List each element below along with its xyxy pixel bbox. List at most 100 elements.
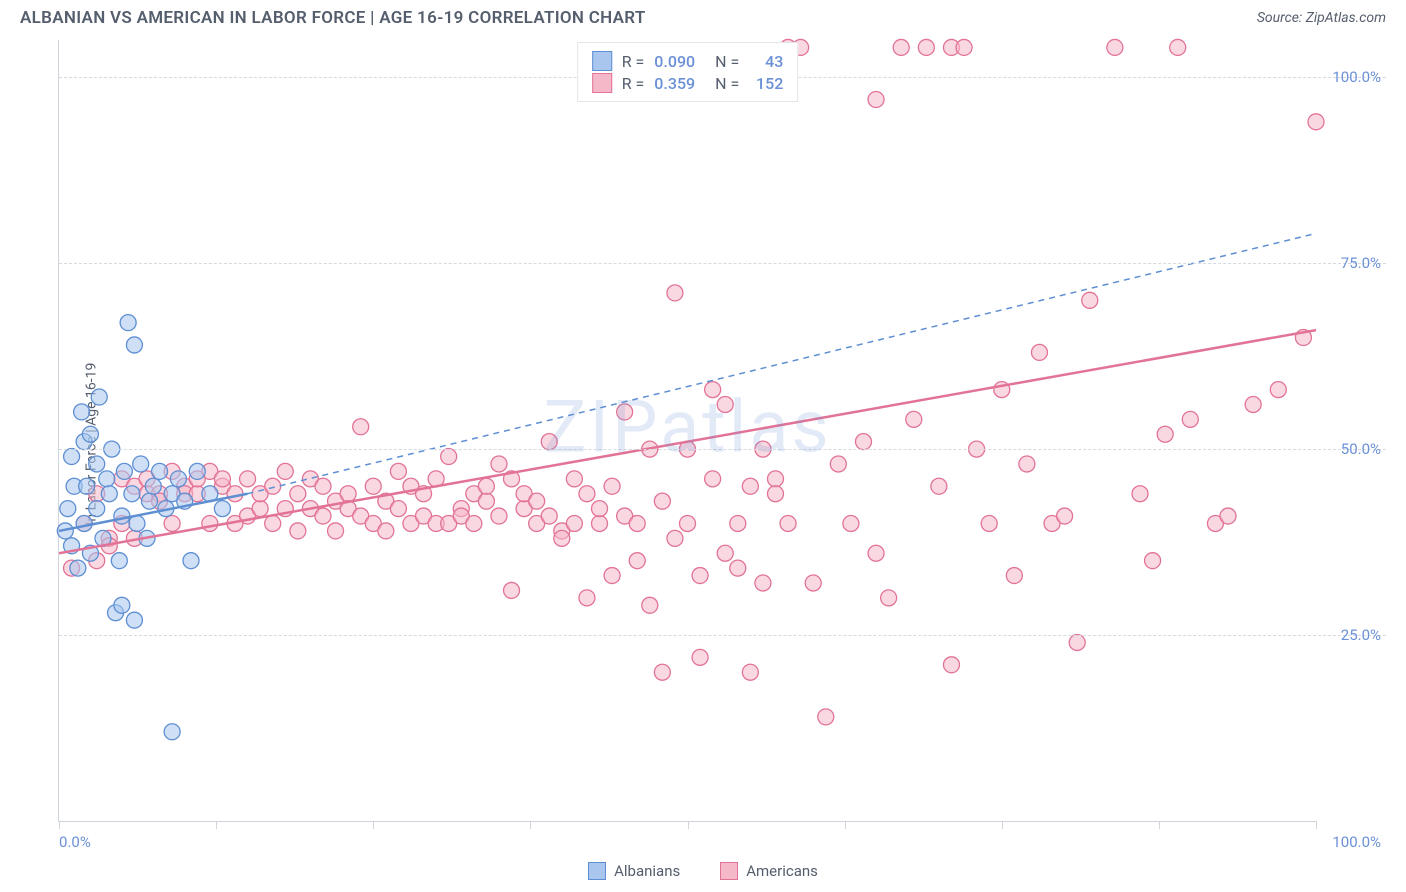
- data-point: [1132, 486, 1148, 502]
- data-point: [252, 501, 268, 517]
- x-tick: [530, 821, 531, 829]
- data-point: [604, 478, 620, 494]
- x-tick-label: 100.0%: [1332, 833, 1381, 851]
- y-tick-label: 50.0%: [1341, 440, 1381, 458]
- data-point: [76, 515, 92, 531]
- series-legend: Albanians Americans: [0, 862, 1406, 880]
- data-point: [881, 590, 897, 606]
- data-point: [541, 434, 557, 450]
- data-point: [120, 315, 136, 331]
- data-point: [124, 486, 140, 502]
- data-point: [478, 478, 494, 494]
- legend-r-label: R =: [622, 74, 645, 93]
- x-tick-label: 0.0%: [59, 833, 91, 851]
- data-point: [91, 389, 107, 405]
- data-point: [855, 434, 871, 450]
- data-point: [277, 463, 293, 479]
- y-tick-label: 25.0%: [1341, 626, 1381, 644]
- x-tick: [845, 821, 846, 829]
- source-attribution: Source: ZipAtlas.com: [1257, 10, 1386, 26]
- data-point: [82, 426, 98, 442]
- data-point: [133, 456, 149, 472]
- x-tick: [216, 821, 217, 829]
- data-point: [290, 523, 306, 539]
- data-point: [390, 501, 406, 517]
- data-point: [101, 486, 117, 502]
- data-point: [1107, 39, 1123, 55]
- gridline: [59, 449, 1386, 450]
- data-point: [1245, 396, 1261, 412]
- data-point: [202, 515, 218, 531]
- data-point: [315, 508, 331, 524]
- x-tick: [1159, 821, 1160, 829]
- data-point: [378, 523, 394, 539]
- data-point: [981, 515, 997, 531]
- legend-item: Americans: [720, 862, 818, 880]
- legend-series-name: Albanians: [614, 862, 680, 880]
- data-point: [189, 463, 205, 479]
- legend-n-value: 43: [749, 52, 783, 71]
- data-point: [504, 582, 520, 598]
- data-point: [579, 590, 595, 606]
- data-point: [290, 486, 306, 502]
- data-point: [755, 575, 771, 591]
- data-point: [767, 471, 783, 487]
- data-point: [805, 575, 821, 591]
- data-point: [592, 501, 608, 517]
- data-point: [1182, 411, 1198, 427]
- data-point: [1220, 508, 1236, 524]
- data-point: [227, 486, 243, 502]
- trend-projection: [248, 233, 1316, 493]
- data-point: [742, 664, 758, 680]
- legend-n-label: N =: [715, 52, 739, 71]
- legend-r-label: R =: [622, 52, 645, 71]
- data-point: [328, 523, 344, 539]
- chart-title: ALBANIAN VS AMERICAN IN LABOR FORCE | AG…: [20, 8, 646, 28]
- data-point: [554, 530, 570, 546]
- data-point: [931, 478, 947, 494]
- data-point: [466, 515, 482, 531]
- data-point: [566, 515, 582, 531]
- data-point: [60, 501, 76, 517]
- data-point: [742, 478, 758, 494]
- data-point: [353, 419, 369, 435]
- data-point: [315, 478, 331, 494]
- data-point: [629, 553, 645, 569]
- data-point: [214, 501, 230, 517]
- legend-swatch: [592, 51, 612, 71]
- data-point: [89, 501, 105, 517]
- data-point: [99, 471, 115, 487]
- y-tick-label: 75.0%: [1341, 254, 1381, 272]
- data-point: [170, 471, 186, 487]
- data-point: [1069, 634, 1085, 650]
- data-point: [629, 515, 645, 531]
- x-tick: [688, 821, 689, 829]
- gridline: [59, 635, 1386, 636]
- data-point: [529, 493, 545, 509]
- legend-series-name: Americans: [746, 862, 818, 880]
- x-tick: [1316, 821, 1317, 829]
- data-point: [1006, 568, 1022, 584]
- data-point: [1308, 114, 1324, 130]
- legend-n-value: 152: [749, 74, 783, 93]
- data-point: [918, 39, 934, 55]
- data-point: [441, 449, 457, 465]
- data-point: [730, 515, 746, 531]
- data-point: [654, 493, 670, 509]
- data-point: [1082, 292, 1098, 308]
- data-point: [142, 493, 158, 509]
- data-point: [705, 382, 721, 398]
- data-point: [111, 553, 127, 569]
- data-point: [893, 39, 909, 55]
- data-point: [240, 471, 256, 487]
- data-point: [579, 486, 595, 502]
- data-point: [265, 515, 281, 531]
- data-point: [642, 597, 658, 613]
- data-point: [780, 515, 796, 531]
- data-point: [767, 486, 783, 502]
- data-point: [1270, 382, 1286, 398]
- data-point: [943, 657, 959, 673]
- data-point: [164, 724, 180, 740]
- scatter-svg: [59, 40, 1316, 821]
- data-point: [126, 337, 142, 353]
